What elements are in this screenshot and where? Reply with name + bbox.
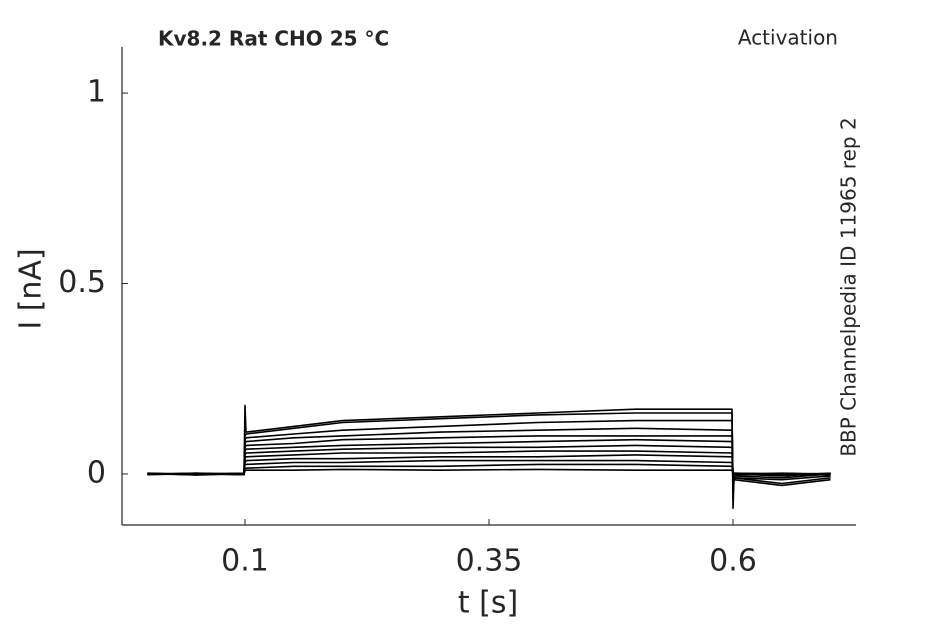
- y-tick-label: 0: [87, 455, 106, 490]
- x-tick-label: 0.35: [456, 544, 523, 579]
- y-tick-label: 0.5: [58, 265, 106, 300]
- annotation: BBP Channelpedia ID 11965 rep 2: [837, 117, 861, 456]
- chart-subtitle: Activation: [738, 26, 838, 50]
- x-tick-label: 0.1: [221, 544, 269, 579]
- y-axis-label: I [nA]: [14, 248, 49, 329]
- x-tick-label: 0.6: [709, 544, 757, 579]
- chart-title: Kv8.2 Rat CHO 25 °C: [158, 27, 389, 51]
- y-tick-label: 1: [87, 75, 106, 110]
- trace: [147, 468, 831, 476]
- x-axis-label: t [s]: [458, 586, 518, 621]
